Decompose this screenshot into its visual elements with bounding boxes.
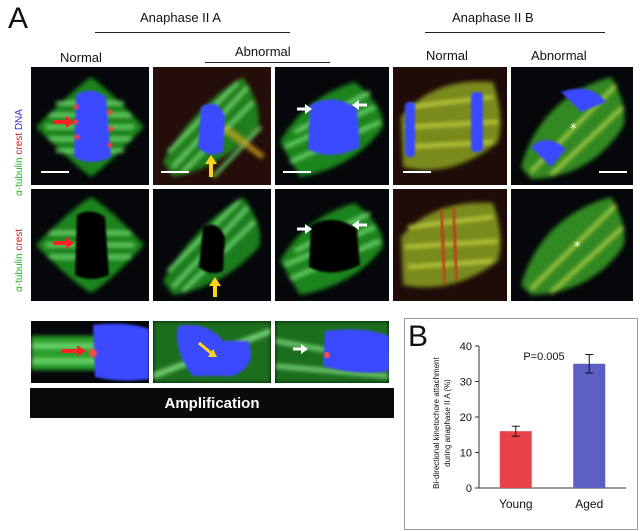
chart-annotation: P=0.005 (523, 351, 564, 363)
x-tick-label-young: Young (499, 497, 533, 511)
column-label-abnormal-b: Abnormal (531, 48, 587, 63)
svg-text:*: * (574, 240, 581, 255)
svg-text:*: * (570, 122, 577, 137)
micrograph-r2-abnormal-a2 (274, 188, 390, 302)
micrograph-r1-normal-a (30, 66, 150, 186)
column-label-normal-b: Normal (426, 48, 468, 63)
column-label-normal-a: Normal (60, 50, 102, 65)
bar-young (499, 431, 532, 488)
bar-chart: P=0.005 0 10 20 30 40 Young Aged Bi-direction… (432, 341, 626, 511)
y-axis: 0 10 20 30 40 (460, 341, 626, 495)
y-tick-label: 10 (460, 448, 472, 460)
y-tick-label: 20 (460, 412, 472, 424)
micrograph-r1-abnormal-a1 (152, 66, 272, 186)
y-axis-label: Bi-directional kinetochore attachment dur… (432, 356, 452, 488)
y-tick-label: 0 (466, 483, 472, 495)
y-tick-label: 30 (460, 377, 472, 389)
micrograph-r2-abnormal-b: * (510, 188, 634, 302)
panel-a-letter: A (8, 2, 29, 35)
amplified-micrograph-3 (274, 320, 390, 384)
column-line-abnormal-a (205, 62, 330, 63)
bar-aged (573, 363, 606, 488)
group-header-anaphase-a: Anaphase II A (140, 10, 221, 25)
micrograph-r1-abnormal-a2 (274, 66, 390, 186)
micrograph-r2-normal-a (30, 188, 150, 302)
micrograph-r2-normal-b (392, 188, 508, 302)
group-header-anaphase-b: Anaphase II B (452, 10, 534, 25)
bars-group (499, 354, 606, 488)
micrograph-r1-normal-b (392, 66, 508, 186)
micrograph-r1-abnormal-b: * (510, 66, 634, 186)
row2-channel-label: α-tubulin crest (14, 228, 25, 292)
column-label-abnormal-a: Abnormal (235, 44, 291, 59)
group-line-anaphase-b (425, 32, 605, 33)
x-labels-group: Young Aged (499, 497, 603, 511)
row1-channel-label: α-tubulin crest DNA (14, 109, 25, 196)
y-tick-label: 40 (460, 341, 472, 353)
group-line-anaphase-a (95, 32, 290, 33)
panel-b-letter: B (408, 320, 429, 353)
amplification-bar: Amplification (30, 388, 394, 418)
micrograph-r2-abnormal-a1 (152, 188, 272, 302)
amplified-micrograph-1 (30, 320, 150, 384)
amplified-micrograph-2 (152, 320, 272, 384)
x-tick-label-aged: Aged (575, 497, 603, 511)
